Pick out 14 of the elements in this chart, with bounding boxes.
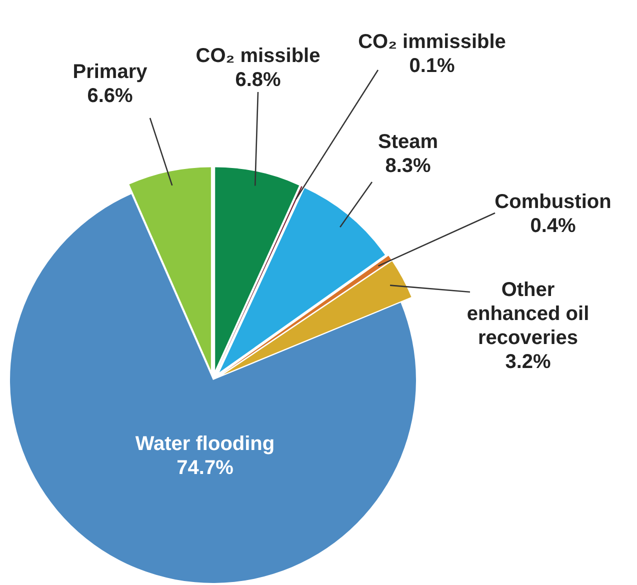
slice-label: Primary [72,61,148,83]
slice-label: CO₂ immissible [358,31,506,53]
data-label: 3.2% [505,351,552,373]
data-label: 6.6% [87,85,134,107]
data-label: 0.4% [530,215,576,237]
data-label: 6.8% [235,69,282,91]
data-label: 0.1% [409,55,456,77]
slice-label: Water flooding [135,433,275,455]
slice-label: Steam [378,131,438,153]
data-label: 74.7% [176,457,234,479]
data-label: 8.3% [385,155,432,177]
slice-label: Combustion [494,191,612,213]
slice-label: CO₂ missible [196,45,320,67]
slice-label: Other enhanced oil recoveries [466,279,590,349]
